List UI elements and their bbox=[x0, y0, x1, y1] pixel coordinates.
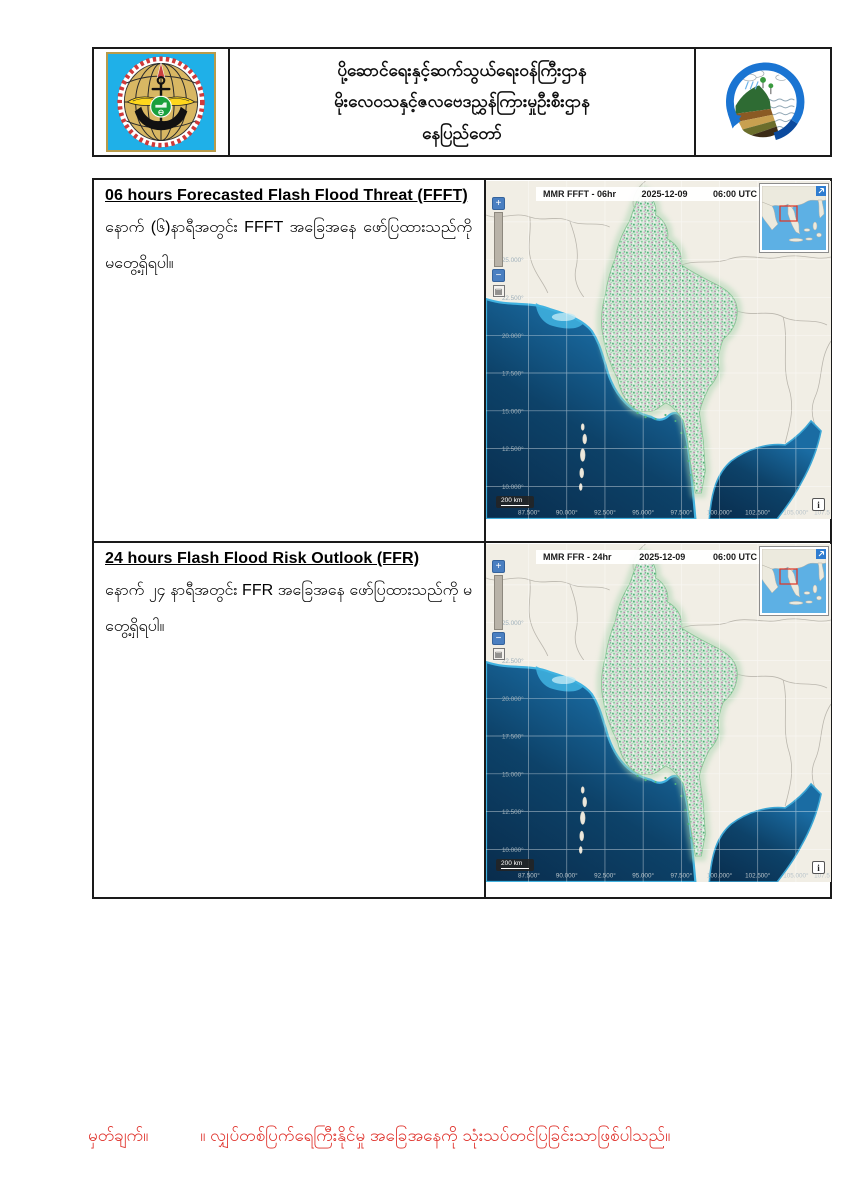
zoom-in-button[interactable]: + bbox=[492, 560, 505, 573]
hydrology-water-cycle-logo-icon bbox=[726, 62, 805, 141]
map-time-label: 06:00 UTC bbox=[712, 552, 757, 562]
ffft-map-cell: MMR FFFT - 06hr 2025-12-09 06:00 UTC + −… bbox=[486, 180, 831, 541]
layers-button[interactable]: ▤ bbox=[492, 285, 505, 297]
ffft-map: MMR FFFT - 06hr 2025-12-09 06:00 UTC + −… bbox=[486, 181, 831, 519]
ffr-map: MMR FFR - 24hr 2025-12-09 06:00 UTC + − … bbox=[486, 544, 831, 882]
map-date-label: 2025-12-09 bbox=[641, 189, 688, 199]
ffft-body-text: နောက် (၆)နာရီအတွင်း FFFT အခြေအနေ ဖော်ပြထ… bbox=[105, 219, 472, 272]
zoom-in-button[interactable]: + bbox=[492, 197, 505, 210]
footer-note-text: ။ လျှပ်တစ်ပြက်ရေကြီးနိုင်မှု အခြေအနေကို … bbox=[200, 1126, 671, 1145]
ffr-row: 24 hours Flash Flood Risk Outlook (FFR) … bbox=[94, 543, 831, 897]
scale-line bbox=[501, 505, 529, 506]
map-product-label: MMR FFFT - 06hr bbox=[543, 189, 616, 199]
header-city-line: နေပြည်တော် bbox=[422, 123, 502, 143]
footer-note: မှတ်ချက်။ ။ လျှပ်တစ်ပြက်ရေကြီးနိုင်မှု အခ… bbox=[88, 1122, 768, 1149]
map-time-label: 06:00 UTC bbox=[712, 189, 757, 199]
footer-note-label: မှတ်ချက်။ bbox=[88, 1126, 149, 1145]
map-info-button[interactable]: i bbox=[812, 498, 825, 511]
header-right-logo-cell bbox=[694, 49, 830, 155]
map-info-button[interactable]: i bbox=[812, 861, 825, 874]
zoom-slider[interactable] bbox=[494, 212, 503, 267]
overview-inset-map[interactable] bbox=[759, 546, 829, 616]
ffr-map-cell: MMR FFR - 24hr 2025-12-09 06:00 UTC + − … bbox=[486, 543, 831, 897]
ffr-text-cell: 24 hours Flash Flood Risk Outlook (FFR) … bbox=[94, 543, 486, 897]
header-title-block: ပို့ဆောင်ရေးနှင့်ဆက်သွယ်ရေးဝန်ကြီးဌာန မိ… bbox=[230, 49, 694, 155]
ffr-heading: 24 hours Flash Flood Risk Outlook (FFR) bbox=[105, 550, 420, 567]
forecast-table: 06 hours Forecasted Flash Flood Threat (… bbox=[92, 178, 832, 899]
map-scale-bar: 200 km bbox=[496, 858, 534, 871]
zoom-out-button[interactable]: − bbox=[492, 632, 505, 645]
ffr-body-text: နောက် ၂၄ နာရီအတွင်း FFR အခြေအနေ ဖော်ပြထာ… bbox=[105, 582, 472, 635]
header-ministry-line: ပို့ဆောင်ရေးနှင့်ဆက်သွယ်ရေးဝန်ကြီးဌာန bbox=[337, 60, 587, 80]
ffr-map-title-bar: MMR FFR - 24hr 2025-12-09 06:00 UTC bbox=[536, 550, 764, 564]
document-header: ပို့ဆောင်ရေးနှင့်ဆက်သွယ်ရေးဝန်ကြီးဌာန မိ… bbox=[92, 47, 832, 157]
layers-button[interactable]: ▤ bbox=[492, 648, 505, 660]
ffft-text-cell: 06 hours Forecasted Flash Flood Threat (… bbox=[94, 180, 486, 541]
map-zoom-control: + − ▤ bbox=[491, 197, 506, 297]
scale-label: 200 km bbox=[501, 496, 523, 504]
ministry-of-transport-logo bbox=[106, 52, 216, 152]
scale-label: 200 km bbox=[501, 859, 523, 867]
header-left-logo-cell bbox=[94, 49, 230, 155]
overview-inset-map[interactable] bbox=[759, 183, 829, 253]
zoom-slider[interactable] bbox=[494, 575, 503, 630]
map-scale-bar: 200 km bbox=[496, 495, 534, 508]
zoom-out-button[interactable]: − bbox=[492, 269, 505, 282]
scale-line bbox=[501, 868, 529, 869]
map-product-label: MMR FFR - 24hr bbox=[543, 552, 612, 562]
ministry-emblem-icon bbox=[117, 56, 205, 148]
map-zoom-control: + − ▤ bbox=[491, 560, 506, 660]
ffft-row: 06 hours Forecasted Flash Flood Threat (… bbox=[94, 180, 831, 543]
header-department-line: မိုးလေဝသနှင့်ဇလဗေဒညွှန်ကြားမှုဦးစီးဌာန bbox=[334, 92, 590, 112]
ffft-heading: 06 hours Forecasted Flash Flood Threat (… bbox=[105, 187, 468, 204]
ffft-map-title-bar: MMR FFFT - 06hr 2025-12-09 06:00 UTC bbox=[536, 187, 764, 201]
map-date-label: 2025-12-09 bbox=[639, 552, 686, 562]
